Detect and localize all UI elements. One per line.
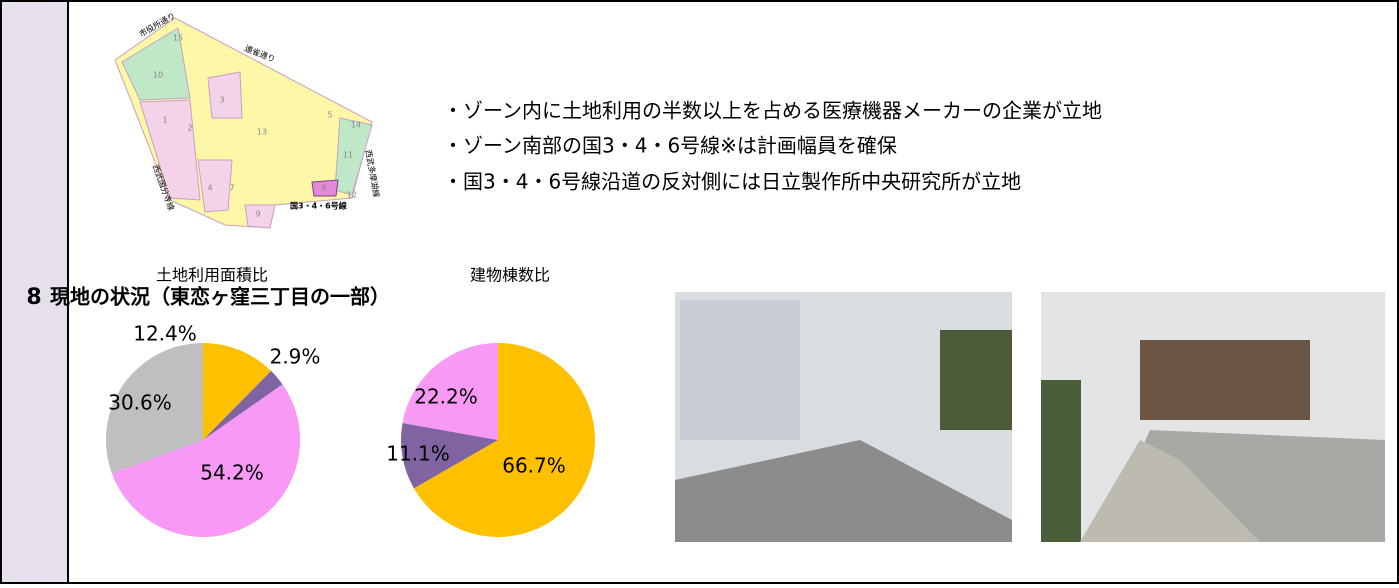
map-parcel (334, 117, 373, 196)
parcel-label: 7 (229, 184, 234, 193)
photo-trees (1041, 380, 1081, 542)
parcel-label: 9 (255, 210, 260, 219)
photo-trees (940, 330, 1012, 430)
parcel-label: 8 (321, 184, 326, 193)
pie-slice (111, 384, 301, 538)
pie-slice (203, 343, 272, 440)
data-label: 22.2% (414, 385, 478, 409)
parcel-label: 11 (343, 151, 353, 160)
pie-slice (401, 423, 498, 489)
data-label: 30.6% (108, 391, 172, 415)
photo (1041, 292, 1385, 542)
map-parcel (139, 99, 201, 201)
data-label: 66.7% (502, 454, 566, 478)
parcel-label: 4 (207, 184, 212, 193)
bullet: ・国3・4・6号線沿道の反対側には日立製作所中央研究所が立地 (443, 170, 1021, 194)
parcel-label: 13 (257, 128, 267, 137)
data-label: 2.9% (270, 345, 321, 369)
map (114, 17, 373, 229)
data-label: 12.4% (133, 322, 197, 346)
parcel-label: 2 (187, 124, 192, 133)
map-parcel (207, 71, 243, 119)
parcel-label: 14 (351, 121, 361, 130)
data-label: 54.2% (200, 461, 264, 485)
street-label: 国3・4・6号線 (290, 201, 347, 211)
photo (675, 292, 1012, 542)
pie-slice (106, 342, 203, 474)
photo-road (675, 440, 1012, 542)
chart-title: 建物棟数比 (470, 266, 550, 285)
bullet: ・ゾーン内に土地利用の半数以上を占める医療機器メーカーの企業が立地 (443, 99, 1102, 123)
row-cell (0, 0, 69, 584)
parcel-label: 10 (153, 71, 163, 80)
row-number: 8 (26, 285, 41, 310)
chart-title: 土地利用面積比 (156, 266, 268, 285)
map-parcel (311, 179, 339, 197)
bullet: ・ゾーン南部の国3・4・6号線※は計画幅員を確保 (443, 134, 897, 158)
photo-road (1080, 440, 1260, 542)
data-label: 11.1% (386, 442, 450, 466)
map-parcel (244, 204, 276, 229)
map-parcel (121, 27, 191, 101)
parcel-label: 3 (219, 96, 224, 105)
pie-slice (402, 342, 498, 440)
parcel-label: 1 (162, 116, 167, 125)
heading: 現地の状況（東恋ヶ窪三丁目の一部） (50, 285, 390, 309)
map-parcel (197, 159, 233, 213)
parcel-label: 15 (173, 34, 183, 43)
pie-slice (203, 370, 283, 440)
photo-house (1140, 340, 1310, 420)
pie-slice (413, 343, 596, 537)
parcel-label: 5 (327, 111, 332, 120)
photo-building (680, 300, 800, 440)
parcel-label: 12 (347, 191, 357, 200)
